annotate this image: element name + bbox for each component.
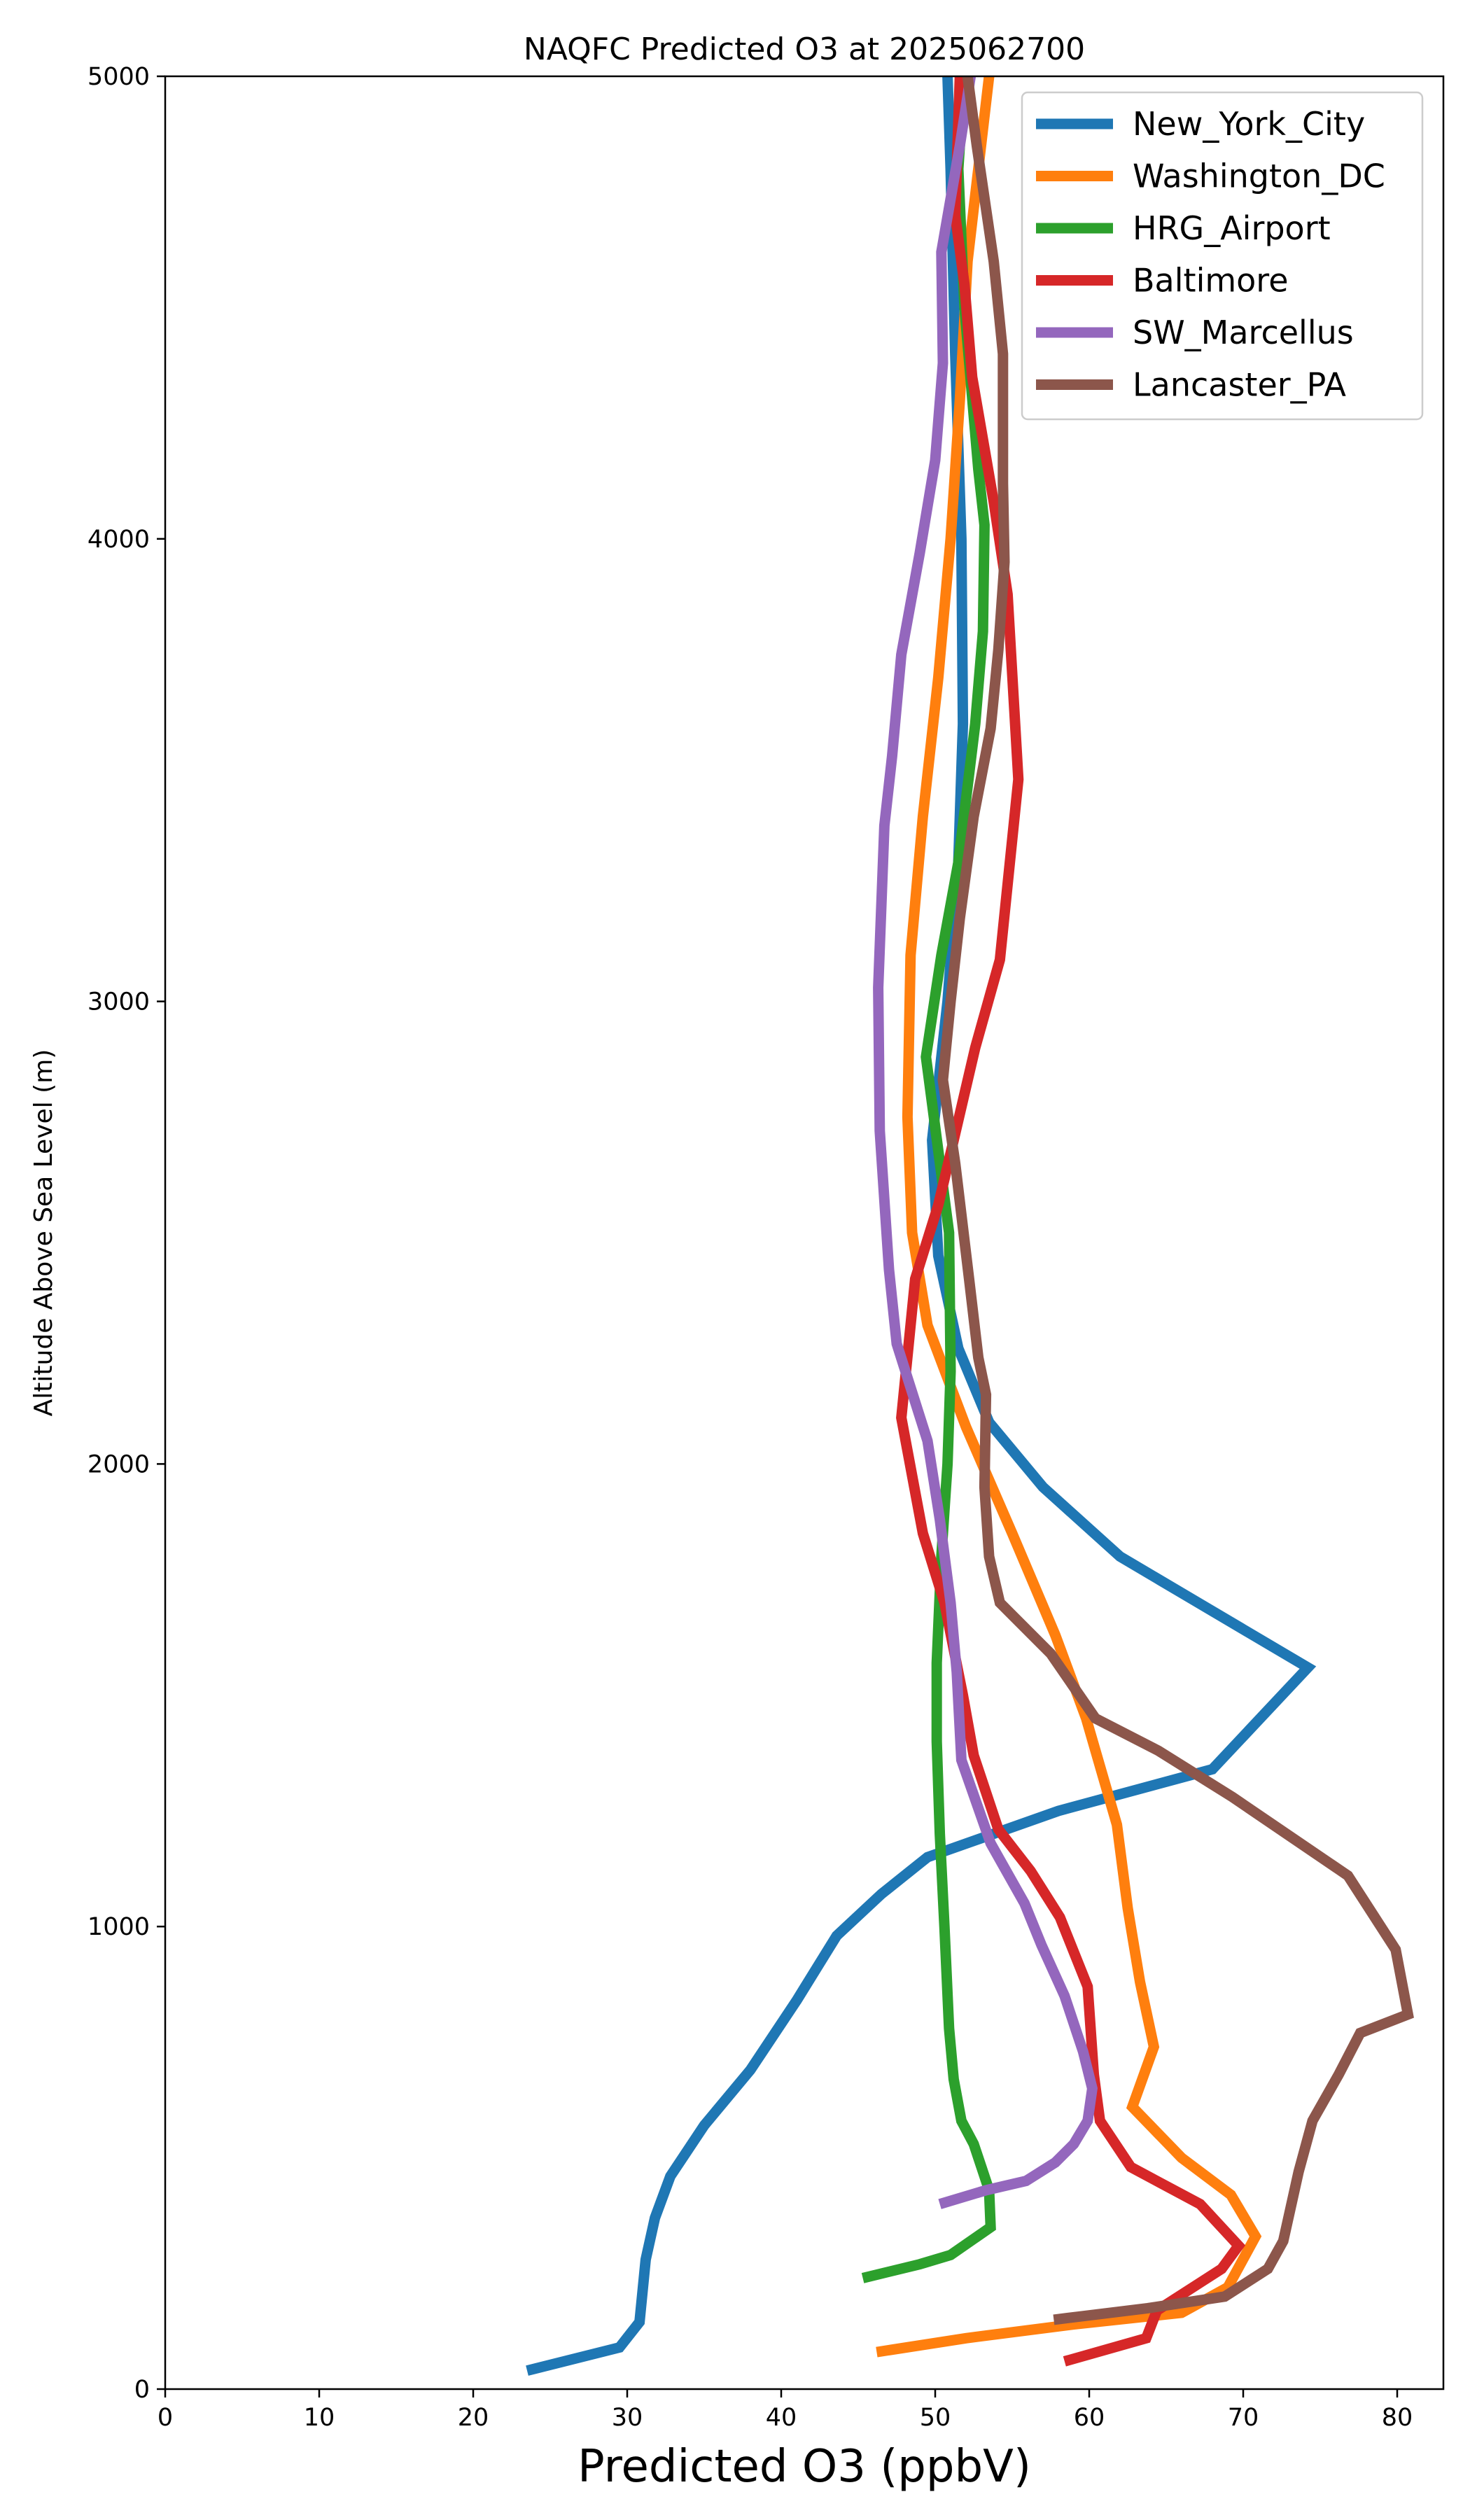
x-tick-label: 70 xyxy=(1228,2404,1259,2432)
y-axis-label: Altitude Above Sea Level (m) xyxy=(29,1049,58,1417)
x-tick-label: 30 xyxy=(612,2404,643,2432)
x-tick-label: 0 xyxy=(158,2404,173,2432)
legend-label: Lancaster_PA xyxy=(1133,366,1346,404)
legend-label: SW_Marcellus xyxy=(1133,314,1354,351)
y-tick-label: 0 xyxy=(134,2376,150,2404)
x-tick-label: 50 xyxy=(920,2404,951,2432)
x-tick-label: 20 xyxy=(458,2404,489,2432)
legend: New_York_City Washington_DC HRG_Airport Bal… xyxy=(1021,91,1424,421)
y-axis: 0 1000 2000 3000 4000 5000 xyxy=(88,63,165,2404)
legend-label: HRG_Airport xyxy=(1133,209,1331,247)
series-line-sw-marcellus xyxy=(873,76,1098,2209)
y-tick-label: 5000 xyxy=(88,63,150,91)
series-line-lancaster-pa xyxy=(937,76,1414,2325)
x-tick-label: 60 xyxy=(1074,2404,1105,2432)
x-axis: 0 10 20 30 40 50 60 70 80 xyxy=(158,2389,1413,2432)
x-tick-label: 40 xyxy=(766,2404,797,2432)
y-tick-label: 2000 xyxy=(88,1450,150,1478)
y-tick-label: 4000 xyxy=(88,526,150,554)
legend-box xyxy=(1021,91,1424,421)
series-line-hrg-airport xyxy=(861,76,996,2283)
legend-label: Baltimore xyxy=(1133,262,1289,300)
chart-title: NAQFC Predicted O3 at 2025062700 xyxy=(524,31,1085,67)
plot-area xyxy=(164,75,1445,2390)
series-layer xyxy=(526,76,1414,2376)
x-tick-label: 80 xyxy=(1382,2404,1413,2432)
legend-label: Washington_DC xyxy=(1133,158,1385,195)
x-tick-label: 10 xyxy=(304,2404,335,2432)
y-tick-label: 3000 xyxy=(88,988,150,1016)
x-axis-label: Predicted O3 (ppbV) xyxy=(578,2441,1031,2493)
series-line-new-york-city xyxy=(526,76,1317,2376)
legend-label: New_York_City xyxy=(1133,105,1365,143)
y-tick-label: 1000 xyxy=(88,1913,150,1941)
